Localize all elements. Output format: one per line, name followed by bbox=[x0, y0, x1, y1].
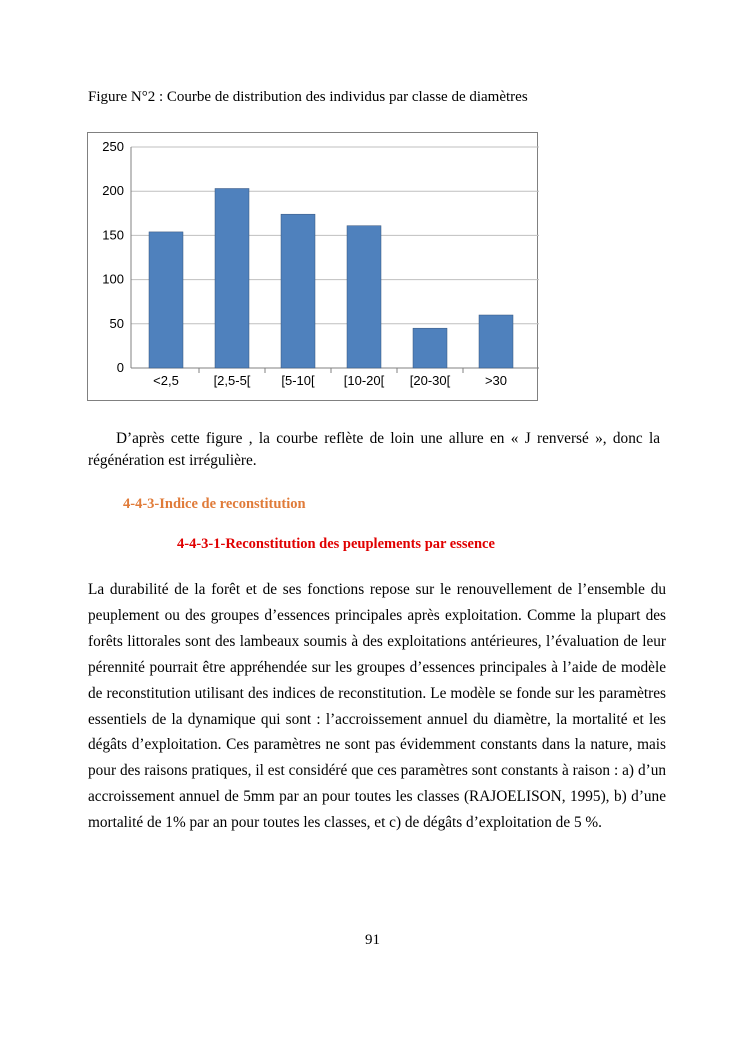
svg-text:[5-10[: [5-10[ bbox=[281, 373, 315, 388]
svg-text:200: 200 bbox=[102, 183, 124, 198]
svg-text:<2,5: <2,5 bbox=[153, 373, 179, 388]
svg-text:>30: >30 bbox=[485, 373, 507, 388]
svg-text:150: 150 bbox=[102, 227, 124, 242]
svg-text:50: 50 bbox=[110, 316, 124, 331]
svg-text:100: 100 bbox=[102, 272, 124, 287]
svg-text:[20-30[: [20-30[ bbox=[410, 373, 451, 388]
svg-text:[2,5-5[: [2,5-5[ bbox=[214, 373, 251, 388]
svg-text:250: 250 bbox=[102, 139, 124, 154]
svg-text:[10-20[: [10-20[ bbox=[344, 373, 385, 388]
svg-text:0: 0 bbox=[117, 360, 124, 375]
